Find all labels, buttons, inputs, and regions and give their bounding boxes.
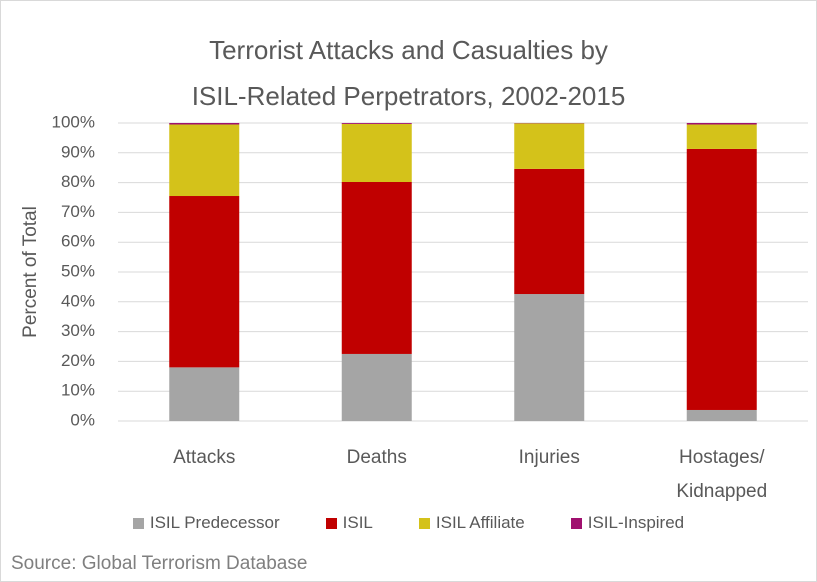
y-tick-label: 50% xyxy=(61,261,95,280)
bar-segment xyxy=(514,168,585,295)
x-tick-label: Hostages/ Kidnapped xyxy=(676,447,768,502)
legend-item: ISIL-Inspired xyxy=(570,513,685,533)
y-tick-label: 20% xyxy=(61,351,95,370)
legend-swatch xyxy=(418,517,430,529)
legend-item: ISIL Affiliate xyxy=(418,513,525,533)
bar-segment xyxy=(169,367,240,421)
y-tick-label: 60% xyxy=(61,232,95,251)
bar-segment xyxy=(514,123,585,169)
x-tick-label: Attacks xyxy=(173,447,236,468)
legend-label: ISIL Affiliate xyxy=(435,513,525,532)
y-tick-label: 10% xyxy=(61,381,95,400)
y-tick-label: 40% xyxy=(61,291,95,310)
source: Source: Global Terrorism Database xyxy=(11,553,308,574)
bar-segment xyxy=(686,409,757,421)
bar-segment xyxy=(341,353,412,421)
bar-segment xyxy=(169,123,240,125)
bar-segment xyxy=(341,182,412,354)
y-tick-label: 90% xyxy=(61,142,95,161)
legend-label: ISIL-Inspired xyxy=(587,513,685,532)
x-tick-label: Deaths xyxy=(346,447,407,468)
legend-label: ISIL xyxy=(342,513,373,532)
legend-swatch xyxy=(570,517,582,529)
y-tick-label: 80% xyxy=(61,172,95,191)
legend-swatch xyxy=(325,517,337,529)
legend-label: ISIL Predecessor xyxy=(149,513,280,532)
chart-title: Terrorist Attacks and Casualties by ISIL… xyxy=(191,35,626,111)
y-tick-label: 100% xyxy=(52,112,95,131)
legend-swatch xyxy=(132,517,144,529)
x-tick-label: Injuries xyxy=(518,447,580,468)
bar-segment xyxy=(169,124,240,197)
bar-segment xyxy=(341,123,412,183)
bar-segment xyxy=(169,196,240,368)
bar-segment xyxy=(686,148,757,410)
legend-item: ISIL Predecessor xyxy=(132,513,280,533)
bar-segment xyxy=(514,294,585,421)
y-axis-label: Percent of Total xyxy=(20,206,41,338)
y-tick-label: 0% xyxy=(70,410,95,429)
legend-item: ISIL xyxy=(325,513,373,533)
bar-segment xyxy=(686,124,757,149)
bar-segment xyxy=(686,123,757,125)
y-tick-label: 70% xyxy=(61,202,95,221)
bar-segment xyxy=(341,123,412,124)
legend: ISIL Predecessor ISIL ISIL Affiliate ISIL-I… xyxy=(1,513,816,533)
y-tick-label: 30% xyxy=(61,321,95,340)
